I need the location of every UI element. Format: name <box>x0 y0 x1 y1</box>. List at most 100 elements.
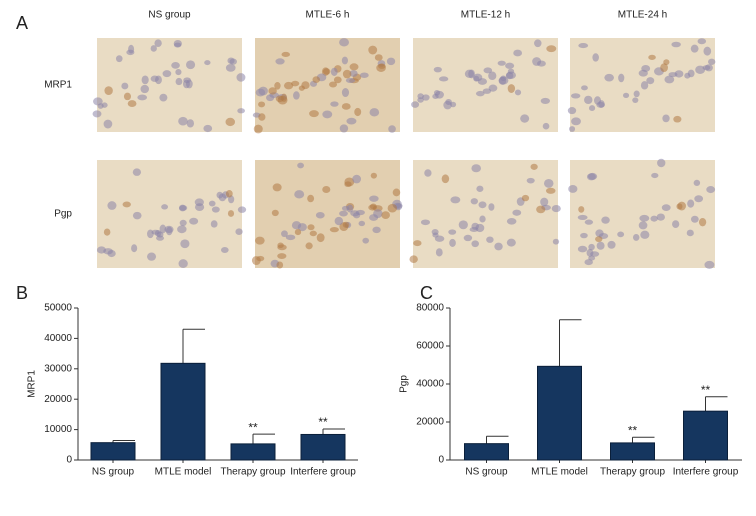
cell <box>388 125 396 133</box>
cell <box>315 211 325 219</box>
cell <box>291 221 302 230</box>
cell <box>494 242 503 251</box>
cell <box>488 71 497 81</box>
cell <box>512 209 522 216</box>
x-tick-label: Therapy group <box>600 467 665 478</box>
cell <box>470 198 478 205</box>
cell <box>275 58 285 65</box>
cell <box>479 215 486 223</box>
x-tick-label: NS group <box>92 467 135 478</box>
cell <box>632 233 640 241</box>
cell <box>473 73 483 82</box>
cell <box>354 107 362 117</box>
cell <box>121 82 129 90</box>
x-tick-label: MTLE model <box>155 467 212 478</box>
cell <box>312 76 320 83</box>
cell <box>622 92 630 99</box>
cell <box>294 228 302 236</box>
micrograph-grid <box>92 38 716 269</box>
cell <box>342 69 352 79</box>
cell <box>594 96 602 105</box>
cell <box>505 62 515 69</box>
bar <box>90 442 136 461</box>
cell <box>392 188 401 197</box>
bar <box>610 442 655 461</box>
cell <box>330 101 339 107</box>
cell <box>352 174 362 184</box>
cell <box>137 94 148 101</box>
cell <box>225 117 236 127</box>
cell <box>333 76 342 84</box>
cell <box>530 163 538 170</box>
cell <box>258 113 266 121</box>
cell <box>220 246 229 253</box>
cell <box>271 209 279 217</box>
cell <box>537 60 546 67</box>
cell <box>208 200 216 207</box>
cell <box>568 184 578 193</box>
cell <box>592 53 599 62</box>
significance: ** <box>318 415 328 429</box>
cell <box>595 229 604 238</box>
cell <box>179 219 187 227</box>
cell <box>570 93 581 99</box>
cell <box>469 226 479 233</box>
cell <box>178 204 187 212</box>
cell <box>417 97 424 103</box>
cell <box>358 220 366 227</box>
cell <box>316 233 325 243</box>
column-label: NS group <box>148 10 191 21</box>
cell <box>413 240 422 247</box>
cell <box>147 229 154 239</box>
cell <box>697 38 707 45</box>
y-tick-label: 10000 <box>44 424 72 435</box>
cell <box>154 39 162 47</box>
cell <box>140 84 150 94</box>
y-tick-label: 40000 <box>416 379 444 390</box>
cell <box>581 85 588 91</box>
cell <box>651 172 659 179</box>
y-tick-label: 60000 <box>416 341 444 352</box>
cell <box>411 101 420 108</box>
cell <box>695 65 706 74</box>
cell <box>690 215 699 223</box>
y-axis-label: MRP1 <box>27 370 38 398</box>
cell <box>569 126 576 132</box>
cell <box>684 72 691 79</box>
cell <box>268 87 277 95</box>
x-tick-label: NS group <box>465 467 508 478</box>
column-label: MTLE-12 h <box>461 10 510 21</box>
cell <box>227 210 235 217</box>
cell <box>253 124 263 134</box>
cell <box>251 256 261 266</box>
cell <box>540 97 551 104</box>
cell <box>468 69 475 79</box>
cell <box>584 95 593 105</box>
cell <box>618 73 625 83</box>
cell <box>368 45 378 55</box>
cell <box>387 203 398 213</box>
cell <box>671 41 681 48</box>
cell <box>420 219 431 226</box>
cell <box>505 72 514 80</box>
cell <box>334 216 344 226</box>
cell <box>514 89 522 96</box>
cell <box>141 75 149 85</box>
cell <box>104 86 113 96</box>
cell <box>211 206 220 213</box>
cell <box>92 110 102 118</box>
cell <box>171 61 180 69</box>
cell <box>374 54 383 61</box>
cell <box>638 221 648 230</box>
cell <box>571 117 581 126</box>
cell <box>341 88 350 98</box>
cell <box>500 75 507 81</box>
cell <box>638 69 648 77</box>
column-label: MTLE-24 h <box>618 10 667 21</box>
cell <box>344 181 352 188</box>
cell <box>657 158 666 168</box>
cell <box>703 46 712 56</box>
cell <box>526 177 535 184</box>
cell <box>588 243 595 251</box>
